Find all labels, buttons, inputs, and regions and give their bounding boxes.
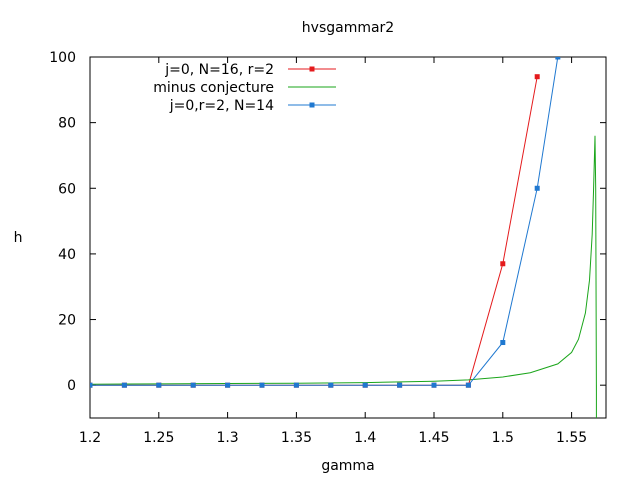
chart-title: hvsgammar2 — [302, 20, 394, 36]
plot-border — [89, 56, 607, 419]
x-tick-label: 1.3 — [216, 430, 238, 446]
data-point — [397, 382, 403, 388]
data-point — [500, 340, 506, 346]
data-point — [465, 382, 471, 388]
y-tick-label: 60 — [58, 181, 76, 197]
data-point — [156, 382, 162, 388]
y-tick-label: 0 — [67, 378, 76, 394]
x-tick-label: 1.45 — [418, 430, 449, 446]
y-axis: 0 20 40 60 80 100 — [49, 50, 606, 394]
data-point — [293, 382, 299, 388]
data-point — [534, 74, 540, 80]
x-tick-label: 1.4 — [354, 430, 376, 446]
y-tick-label: 40 — [58, 247, 76, 263]
legend-label: j=0,r=2, N=14 — [169, 98, 274, 114]
data-point — [328, 382, 334, 388]
y-tick-label: 80 — [58, 116, 76, 132]
legend-label: minus conjecture — [153, 80, 274, 96]
legend-marker — [309, 66, 315, 72]
data-point — [431, 382, 437, 388]
x-tick-label: 1.25 — [143, 430, 174, 446]
data-point — [555, 57, 561, 60]
x-tick-label: 1.5 — [492, 430, 514, 446]
legend-label: j=0, N=16, r=2 — [164, 62, 274, 78]
series-layer — [90, 57, 597, 418]
y-tick-label: 20 — [58, 313, 76, 329]
plot-frame — [89, 56, 607, 419]
data-point — [362, 382, 368, 388]
legend: j=0, N=16, r=2 minus conjecture j=0,r=2, N… — [153, 62, 336, 114]
data-point — [500, 261, 506, 267]
series-line-1 — [90, 135, 597, 418]
data-point — [121, 382, 127, 388]
x-axis: 1.2 1.25 1.3 1.35 1.4 1.45 1.5 1.55 — [79, 57, 587, 446]
x-tick-label: 1.55 — [556, 430, 587, 446]
legend-marker — [309, 102, 315, 108]
x-tick-label: 1.2 — [79, 430, 101, 446]
data-point — [225, 382, 231, 388]
data-point — [259, 382, 265, 388]
data-point — [90, 382, 93, 388]
y-tick-label: 100 — [49, 50, 76, 66]
series-line-2 — [90, 57, 559, 386]
series-line-0 — [90, 76, 538, 386]
x-axis-label: gamma — [321, 458, 374, 474]
data-point — [534, 185, 540, 191]
y-axis-label: h — [14, 230, 23, 246]
x-tick-label: 1.35 — [281, 430, 312, 446]
data-point — [190, 382, 196, 388]
